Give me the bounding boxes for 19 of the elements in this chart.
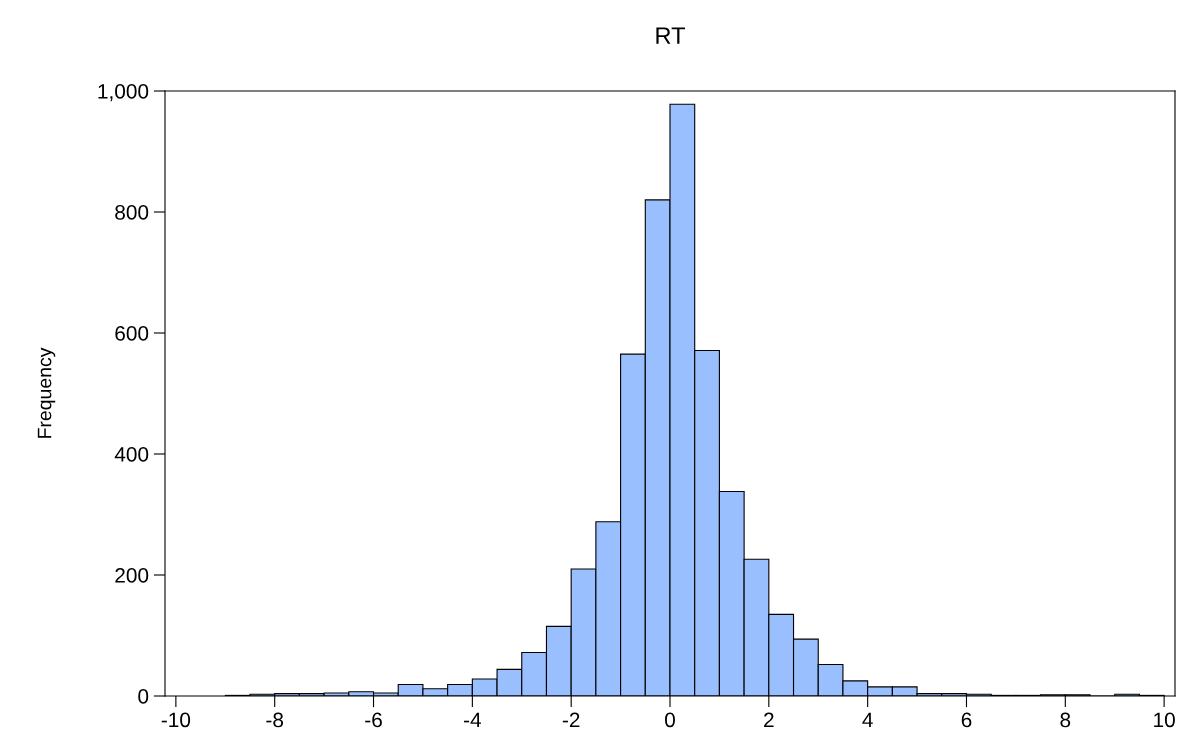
x-tick-label: -4: [464, 712, 481, 728]
x-tick-label: 4: [862, 712, 873, 728]
y-tick-label: 400: [114, 447, 149, 462]
x-tick-label: -6: [365, 712, 382, 728]
y-tick-label: 800: [115, 205, 149, 220]
x-tick-label: 8: [1060, 712, 1071, 728]
y-tick-label: 200: [115, 568, 149, 583]
y-tick-label: 600: [115, 326, 149, 341]
x-tick-label: 6: [961, 712, 972, 728]
x-tick-label: -10: [161, 712, 191, 728]
chart-title: RT: [656, 27, 685, 44]
x-tick-label: 10: [1154, 712, 1175, 728]
y-axis-title: Frequency: [37, 347, 56, 438]
x-tick-label: -8: [266, 712, 284, 728]
x-tick-label: 2: [764, 712, 774, 728]
y-tick-label: 0: [138, 689, 149, 704]
y-tick-label: 1,000: [98, 84, 149, 102]
x-tick-label: 0: [665, 712, 675, 728]
x-tick-label: -2: [562, 712, 580, 728]
